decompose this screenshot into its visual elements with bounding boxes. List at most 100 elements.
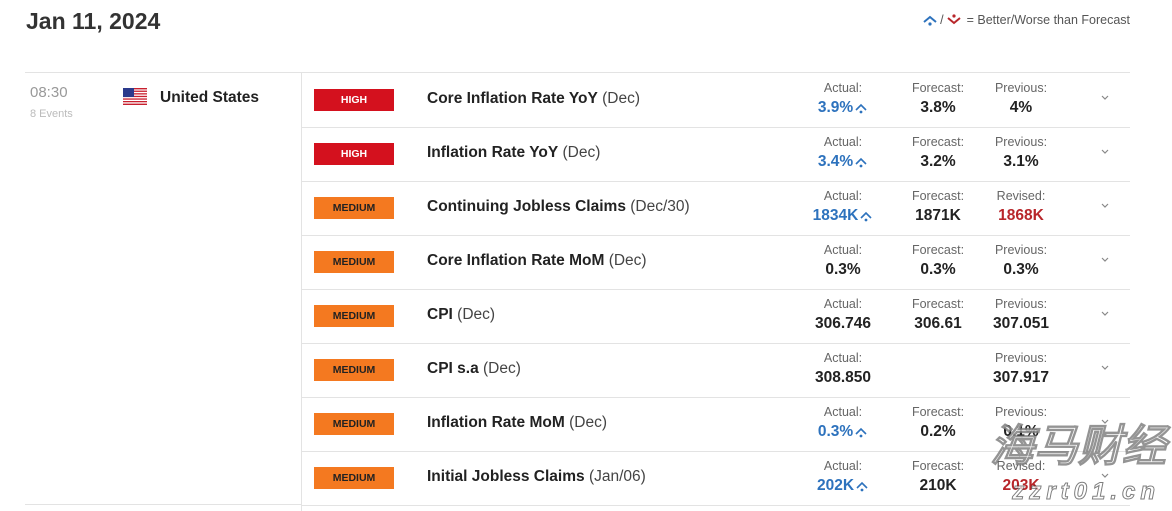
event-row[interactable]: HIGH Inflation Rate YoY (Dec) Actual: 3.4% F… [302, 127, 1130, 182]
actual-value: 306.746 [798, 315, 888, 333]
previous-column: Previous: 3.1% [976, 135, 1066, 171]
expand-chevron[interactable] [1100, 417, 1110, 427]
expand-chevron[interactable] [1100, 147, 1110, 157]
previous-value: 1868K [976, 207, 1066, 225]
forecast-column: Forecast: 1871K [893, 189, 983, 225]
previous-label: Revised: [996, 189, 1046, 203]
event-name: Initial Jobless Claims (Jan/06) [427, 468, 646, 486]
event-period: (Dec) [608, 252, 647, 269]
legend: / = Better/Worse than Forecast [922, 13, 1130, 27]
actual-value: 0.3% [798, 423, 888, 441]
previous-column: Previous: 307.917 [976, 351, 1066, 387]
previous-label: Previous: [994, 243, 1048, 257]
previous-value-text: 307.917 [992, 369, 1050, 386]
expand-chevron[interactable] [1100, 93, 1110, 103]
actual-label: Actual: [823, 81, 863, 95]
previous-value: 0.3% [976, 261, 1066, 279]
watermark: 海马财经 [990, 422, 1167, 472]
previous-value: 4% [976, 99, 1066, 117]
forecast-label: Forecast: [911, 189, 965, 203]
event-name: Core Inflation Rate YoY (Dec) [427, 90, 640, 108]
forecast-value-text: 0.2% [920, 423, 956, 440]
previous-value: 307.917 [976, 369, 1066, 387]
previous-value-text: 203K [1002, 477, 1040, 494]
event-title: CPI [427, 306, 453, 323]
previous-value: 0.1% [976, 423, 1066, 441]
previous-column: Previous: 4% [976, 81, 1066, 117]
previous-value-text: 3.1% [1003, 153, 1039, 170]
event-row[interactable]: MEDIUM Initial Jobless Claims (Jan/06) Act… [302, 451, 1130, 506]
event-title: Core Inflation Rate YoY [427, 90, 598, 107]
expand-chevron[interactable] [1100, 309, 1110, 319]
better-icon [855, 103, 867, 114]
event-title: Continuing Jobless Claims [427, 198, 626, 215]
actual-label: Actual: [823, 189, 863, 203]
forecast-label: Forecast: [911, 81, 965, 95]
forecast-value-text: 210K [919, 477, 957, 494]
impact-badge: MEDIUM [314, 413, 394, 435]
event-period: (Jan/06) [588, 468, 646, 485]
forecast-value: 3.8% [893, 99, 983, 117]
actual-column: Actual: 0.3% [798, 243, 888, 279]
event-count: 8 Events [30, 108, 73, 120]
previous-value-text: 0.3% [1003, 261, 1039, 278]
previous-column: Previous: 0.1% [976, 405, 1066, 441]
actual-value-text: 306.746 [814, 315, 872, 332]
impact-badge: MEDIUM [314, 251, 394, 273]
forecast-value-text: 1871K [915, 207, 961, 224]
actual-column: Actual: 1834K [798, 189, 888, 225]
impact-badge: HIGH [314, 143, 394, 165]
event-name: Continuing Jobless Claims (Dec/30) [427, 198, 690, 216]
event-row[interactable]: MEDIUM Inflation Rate MoM (Dec) Actual: 0.3… [302, 397, 1130, 452]
previous-value-text: 307.051 [992, 315, 1050, 332]
actual-label: Actual: [823, 243, 863, 257]
event-name: CPI (Dec) [427, 306, 495, 324]
event-period: (Dec) [483, 360, 521, 377]
forecast-value: 306.61 [893, 315, 983, 333]
event-period: (Dec) [569, 414, 607, 431]
impact-badge: MEDIUM [314, 197, 394, 219]
event-title: Inflation Rate YoY [427, 144, 559, 161]
expand-chevron[interactable] [1100, 471, 1110, 481]
forecast-value: 210K [893, 477, 983, 495]
event-period: (Dec/30) [630, 198, 690, 215]
expand-chevron[interactable] [1100, 201, 1110, 211]
better-icon [923, 15, 937, 26]
event-period: (Dec) [562, 144, 601, 161]
forecast-value-text: 306.61 [914, 315, 962, 332]
previous-column: Previous: 307.051 [976, 297, 1066, 333]
previous-value-text: 4% [1009, 99, 1033, 116]
expand-chevron[interactable] [1100, 255, 1110, 265]
actual-value: 1834K [798, 207, 888, 225]
actual-value: 308.850 [798, 369, 888, 387]
actual-value-text: 0.3% [825, 261, 861, 278]
better-icon [855, 427, 867, 438]
actual-value-text: 308.850 [814, 369, 872, 386]
event-name: CPI s.a (Dec) [427, 360, 521, 378]
event-period: (Dec) [602, 90, 641, 107]
event-title: Initial Jobless Claims [427, 468, 585, 485]
forecast-column: Forecast: 3.8% [893, 81, 983, 117]
event-row[interactable]: MEDIUM CPI (Dec) Actual: 306.746 Forecast: 30… [302, 289, 1130, 344]
event-name: Inflation Rate YoY (Dec) [427, 144, 600, 162]
actual-label: Actual: [823, 297, 863, 311]
previous-value: 3.1% [976, 153, 1066, 171]
event-row[interactable]: MEDIUM CPI s.a (Dec) Actual: 308.850 Previou… [302, 343, 1130, 398]
event-row[interactable]: MEDIUM Core Inflation Rate MoM (Dec) Actua… [302, 235, 1130, 290]
event-row[interactable]: HIGH Core Inflation Rate YoY (Dec) Actual:… [302, 73, 1130, 128]
actual-column: Actual: 306.746 [798, 297, 888, 333]
actual-value: 3.4% [798, 153, 888, 171]
forecast-column: Forecast: 210K [893, 459, 983, 495]
forecast-label: Forecast: [911, 459, 965, 473]
actual-value-text: 3.9% [817, 99, 854, 116]
impact-badge: MEDIUM [314, 467, 394, 489]
divider [301, 72, 302, 511]
event-row[interactable]: MEDIUM Continuing Jobless Claims (Dec/30)… [302, 181, 1130, 236]
expand-chevron[interactable] [1100, 363, 1110, 373]
previous-column: Revised: 1868K [976, 189, 1066, 225]
worse-icon [946, 14, 961, 25]
forecast-value: 0.3% [893, 261, 983, 279]
actual-label: Actual: [823, 351, 863, 365]
actual-value: 202K [798, 477, 888, 495]
